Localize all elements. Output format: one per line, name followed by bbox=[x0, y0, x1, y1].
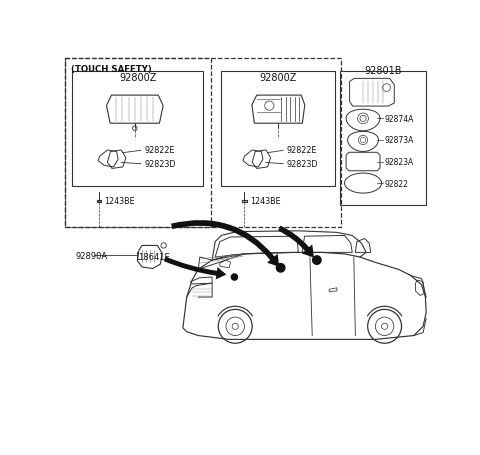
Text: 92801B: 92801B bbox=[364, 66, 402, 76]
Bar bbox=[340, 71, 426, 206]
Text: 92800Z: 92800Z bbox=[120, 73, 157, 83]
Text: 92874A: 92874A bbox=[385, 115, 414, 124]
Text: 92823A: 92823A bbox=[385, 158, 414, 167]
Circle shape bbox=[276, 264, 285, 273]
Text: 92823D: 92823D bbox=[287, 160, 318, 169]
Text: (TOUCH SAFETY): (TOUCH SAFETY) bbox=[71, 66, 152, 74]
Text: 18641E: 18641E bbox=[138, 253, 170, 262]
Text: 92873A: 92873A bbox=[385, 136, 414, 145]
Text: 92890A: 92890A bbox=[75, 252, 107, 260]
Text: 92822E: 92822E bbox=[144, 146, 175, 155]
Text: 1243BE: 1243BE bbox=[250, 197, 280, 206]
Text: 1243BE: 1243BE bbox=[104, 197, 135, 206]
Text: 92800Z: 92800Z bbox=[260, 73, 297, 83]
Circle shape bbox=[312, 256, 321, 265]
Text: 92822E: 92822E bbox=[287, 146, 317, 155]
Bar bbox=[221, 71, 336, 187]
FancyArrowPatch shape bbox=[278, 226, 314, 258]
Text: 92822: 92822 bbox=[385, 179, 408, 188]
FancyArrowPatch shape bbox=[171, 221, 279, 268]
Bar bbox=[65, 58, 211, 228]
Text: 92823D: 92823D bbox=[144, 160, 176, 169]
Circle shape bbox=[231, 274, 238, 280]
Bar bbox=[72, 71, 203, 187]
FancyArrowPatch shape bbox=[164, 257, 226, 280]
Bar bbox=[65, 58, 341, 228]
